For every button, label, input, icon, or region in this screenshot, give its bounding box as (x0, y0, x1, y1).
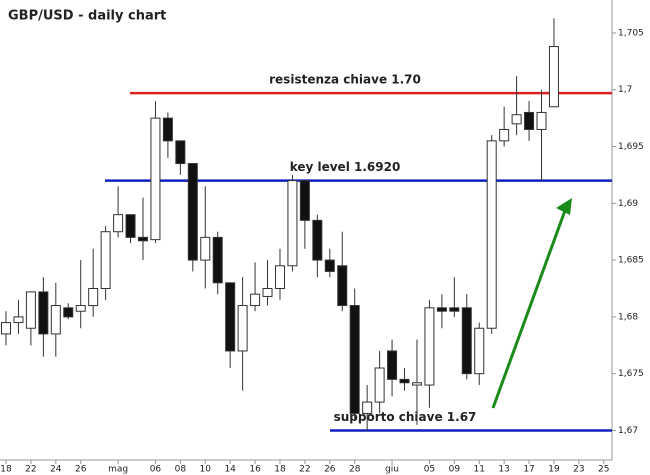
x-tick-label: giu (385, 465, 399, 475)
candle-body (337, 265, 348, 307)
chart-title: GBP/USD - daily chart (8, 9, 166, 24)
x-tick-label: 22 (299, 465, 310, 475)
x-tick-label: 08 (175, 465, 187, 475)
level-label: resistenza chiave 1.70 (269, 73, 421, 87)
x-tick-label: 13 (498, 465, 509, 475)
arrow-head (556, 198, 572, 215)
candle-body (187, 163, 198, 261)
y-tick-label: 1,685 (618, 256, 644, 266)
candle-body (250, 293, 261, 307)
candle-body (399, 378, 410, 384)
x-tick-label: 25 (598, 465, 609, 475)
candle-body (162, 117, 173, 142)
x-tick-label: mag (108, 465, 128, 475)
x-tick-label: 22 (25, 465, 36, 475)
y-tick-label: 1,7 (618, 85, 632, 95)
candle-body (237, 305, 248, 352)
candle-body (424, 307, 435, 386)
candle-body (287, 180, 298, 267)
x-tick-label: 19 (548, 465, 560, 475)
x-tick-label: 10 (200, 465, 212, 475)
x-tick-label: 26 (324, 465, 336, 475)
candle-body (50, 305, 61, 335)
x-tick-label: 05 (424, 465, 435, 475)
candle-body (536, 111, 547, 130)
candle-body (38, 291, 49, 335)
candle-body (511, 114, 522, 125)
y-tick-label: 1,68 (618, 312, 638, 322)
candle-body (63, 307, 74, 318)
x-tick-label: 24 (50, 465, 62, 475)
candle-body (88, 287, 99, 307)
candle-body (436, 307, 447, 312)
candle-body (274, 265, 285, 289)
candle-body (25, 291, 36, 329)
candle-body (13, 316, 24, 324)
x-tick-label: 23 (573, 465, 584, 475)
candle-body (499, 128, 510, 142)
x-tick-label: 17 (523, 465, 534, 475)
candle-body (387, 350, 398, 380)
x-tick-label: 11 (474, 465, 485, 475)
x-tick-label: 26 (75, 465, 87, 475)
candle-body (125, 214, 136, 238)
candle-body (150, 117, 161, 241)
y-tick-label: 1,67 (618, 426, 638, 436)
candle-body (262, 287, 273, 297)
candle-body (374, 367, 385, 403)
x-tick-label: 06 (150, 465, 162, 475)
x-tick-label: 09 (449, 465, 461, 475)
candle-body (474, 327, 485, 375)
candle-body (362, 401, 373, 414)
candle-body (299, 180, 310, 221)
candle-body (524, 111, 535, 130)
x-tick-label: 28 (349, 465, 361, 475)
candle-body (200, 236, 211, 261)
y-tick-label: 1,705 (618, 28, 644, 38)
candle-body (411, 382, 422, 386)
x-tick-label: 18 (0, 465, 12, 475)
candle-body (324, 259, 335, 272)
candle-body (548, 46, 559, 108)
trend-arrow (491, 204, 569, 409)
candle-body (349, 305, 360, 414)
x-tick-label: 14 (224, 465, 236, 475)
candle-body (449, 307, 460, 312)
candle-body (212, 236, 223, 284)
candle-body (137, 236, 148, 242)
level-label: key level 1.6920 (290, 160, 401, 174)
candle-body (461, 307, 472, 375)
x-tick-label: 16 (249, 465, 261, 475)
candle-body (100, 231, 111, 289)
candle-body (113, 214, 124, 233)
y-tick-label: 1,69 (618, 199, 638, 209)
x-tick-label: 18 (274, 465, 286, 475)
candle-body (75, 305, 86, 312)
candle-body (486, 140, 497, 329)
y-tick-label: 1,695 (618, 142, 644, 152)
y-tick-label: 1,675 (618, 369, 644, 379)
candle-body (225, 282, 236, 352)
candle-body (312, 219, 323, 261)
candle-body (175, 140, 186, 165)
candle-body (1, 322, 11, 335)
